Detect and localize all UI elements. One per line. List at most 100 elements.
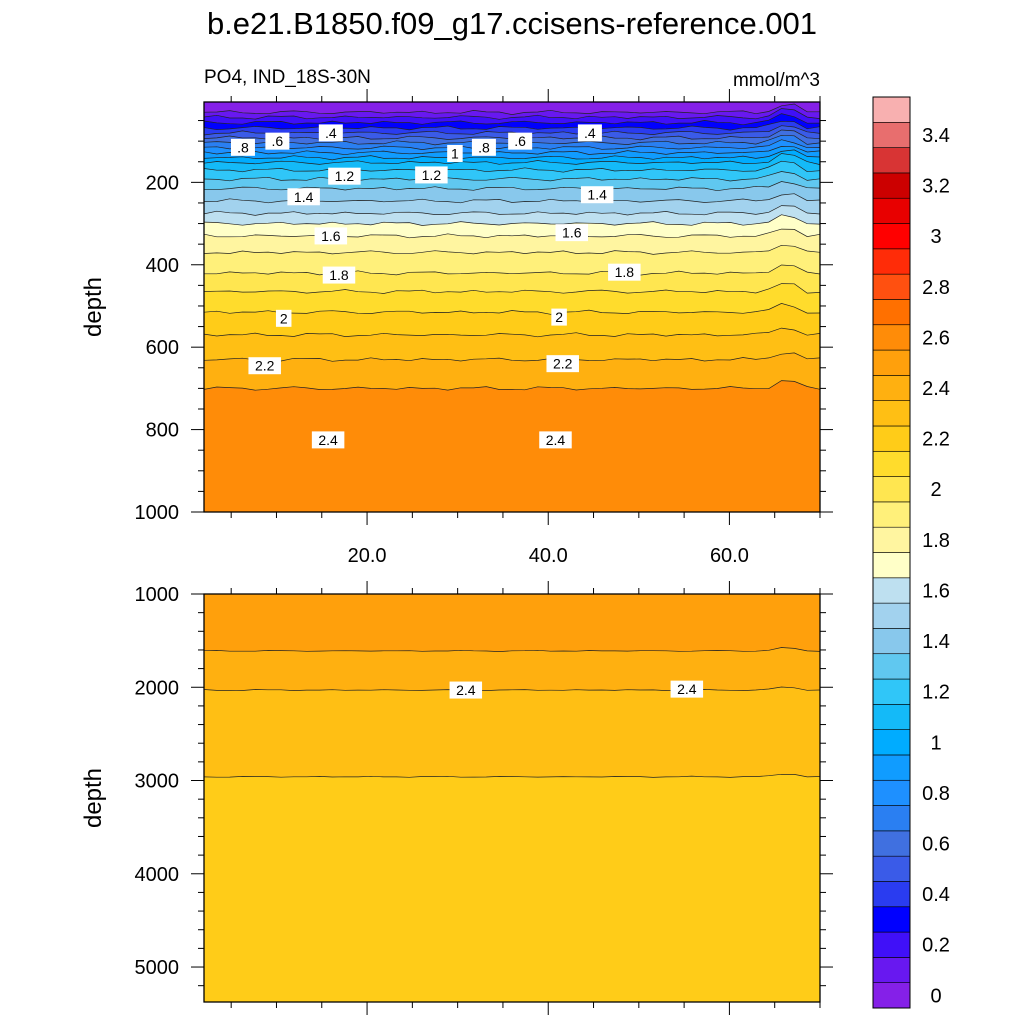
colorbar-label: 3	[930, 226, 941, 248]
colorbar-swatch	[872, 96, 911, 123]
contour-label: 2.4	[449, 681, 483, 699]
contour-band	[204, 135, 820, 150]
colorbar-swatch	[872, 628, 911, 655]
contour-label-text: 2.4	[456, 682, 476, 698]
contour-line	[204, 108, 820, 120]
colorbar-swatch	[872, 779, 911, 806]
contour-line	[204, 153, 820, 165]
contour-label-box	[670, 680, 704, 698]
colorbar-label: 0.4	[922, 884, 950, 906]
colorbar-swatch	[872, 349, 911, 376]
y-axis-label: depth	[80, 768, 107, 828]
colorbar-swatch	[872, 552, 911, 579]
colorbar-frame	[872, 96, 911, 1009]
contour-label-box	[415, 166, 448, 184]
contour-label-text: 2.2	[255, 358, 275, 374]
contour-band	[204, 108, 820, 125]
colorbar-swatch	[872, 147, 911, 174]
colorbar-label: 0	[930, 985, 941, 1007]
colorbar-swatch	[872, 248, 911, 275]
colorbar-swatch	[872, 172, 911, 199]
contour-label-text: .4	[584, 125, 596, 141]
contour-line	[204, 352, 820, 362]
contour-band	[204, 265, 820, 294]
plot-frame	[203, 593, 821, 1003]
plot-frame	[203, 101, 821, 513]
contour-label-text: .6	[514, 133, 526, 149]
contour-label: 1.4	[580, 186, 614, 204]
contour-label: 1.6	[314, 227, 348, 245]
y-tick-label: 1000	[135, 584, 180, 606]
contour-label-text: 1.2	[422, 167, 442, 183]
colorbar-label: 2.4	[922, 378, 950, 400]
contour-label-box	[275, 309, 292, 327]
contour-band	[204, 352, 820, 391]
colorbar-label: 0.8	[922, 783, 950, 805]
contour-label: 1.6	[555, 224, 589, 242]
colorbar-swatch	[872, 324, 911, 351]
figure-title: b.e21.B1850.f09_g17.ccisens-reference.00…	[207, 6, 817, 41]
contour-label-text: 2.4	[677, 681, 697, 697]
y-tick-label: 800	[146, 420, 179, 442]
colorbar-swatch	[872, 425, 911, 452]
lower-panel: 2.4 2.4 1000 2000 3000 4000 5000 depth	[80, 581, 833, 1015]
x-tick-label: 60.0	[710, 545, 749, 567]
contour-band	[204, 171, 820, 191]
colorbar-swatch	[872, 299, 911, 326]
y-tick-label: 5000	[135, 957, 180, 979]
colorbar-label: 3.4	[922, 125, 950, 147]
contour-band	[204, 153, 820, 173]
contour-label: 2.4	[670, 680, 704, 698]
colorbar-swatch	[872, 906, 911, 933]
colorbar-label: 1.8	[922, 530, 950, 552]
colorbar-label: 2.2	[922, 429, 950, 451]
contour-band	[204, 121, 820, 135]
contour-label: 2.2	[546, 355, 579, 373]
contour-line	[204, 181, 820, 192]
colorbar-swatch	[872, 375, 911, 401]
panel-fills	[204, 102, 820, 512]
colorbar-swatch	[872, 501, 911, 528]
colorbar-swatch	[872, 931, 911, 958]
contour-label: 2.4	[311, 431, 345, 449]
y-tick-label: 4000	[135, 864, 180, 886]
contour-line	[204, 303, 820, 315]
contour-band	[204, 687, 820, 778]
contour-label: .8	[230, 138, 255, 156]
colorbar-swatch	[872, 122, 911, 148]
contour-line	[204, 773, 820, 778]
contour-band	[204, 647, 820, 691]
contour-label-box	[577, 124, 602, 142]
colorbar-swatch	[872, 881, 911, 908]
contour-label-box	[230, 138, 255, 156]
contour-line	[204, 228, 820, 239]
contour-label-box	[311, 431, 345, 449]
colorbar-label: 1.4	[922, 631, 950, 653]
contour-label-box	[318, 124, 343, 142]
colorbar-swatch	[872, 982, 911, 1009]
contour-line	[204, 160, 820, 173]
y-tick-label: 400	[146, 255, 179, 277]
y-axis-label: depth	[80, 277, 107, 337]
colorbar-swatch	[872, 577, 911, 604]
contour-label: 1.2	[415, 166, 448, 184]
contour-label-box	[265, 132, 290, 150]
contour-label-box	[608, 263, 641, 281]
contour-label-text: .4	[325, 125, 337, 141]
contour-line	[204, 327, 820, 338]
contour-label-text: 1.8	[615, 264, 635, 280]
colorbar-swatch	[872, 754, 911, 781]
colorbar-swatch	[872, 830, 911, 857]
contour-label-text: 1.4	[294, 189, 314, 205]
y-tick-label: 1000	[135, 502, 180, 524]
contour-line	[204, 647, 820, 652]
contour-line	[204, 214, 820, 226]
colorbar-swatch	[872, 223, 911, 250]
colorbar-swatch	[872, 957, 911, 983]
contour-label-box	[508, 132, 533, 150]
contour-label-box	[551, 308, 567, 326]
colorbar-label: 2	[930, 479, 941, 501]
colorbar-swatch	[872, 704, 911, 730]
contour-band	[204, 181, 820, 203]
